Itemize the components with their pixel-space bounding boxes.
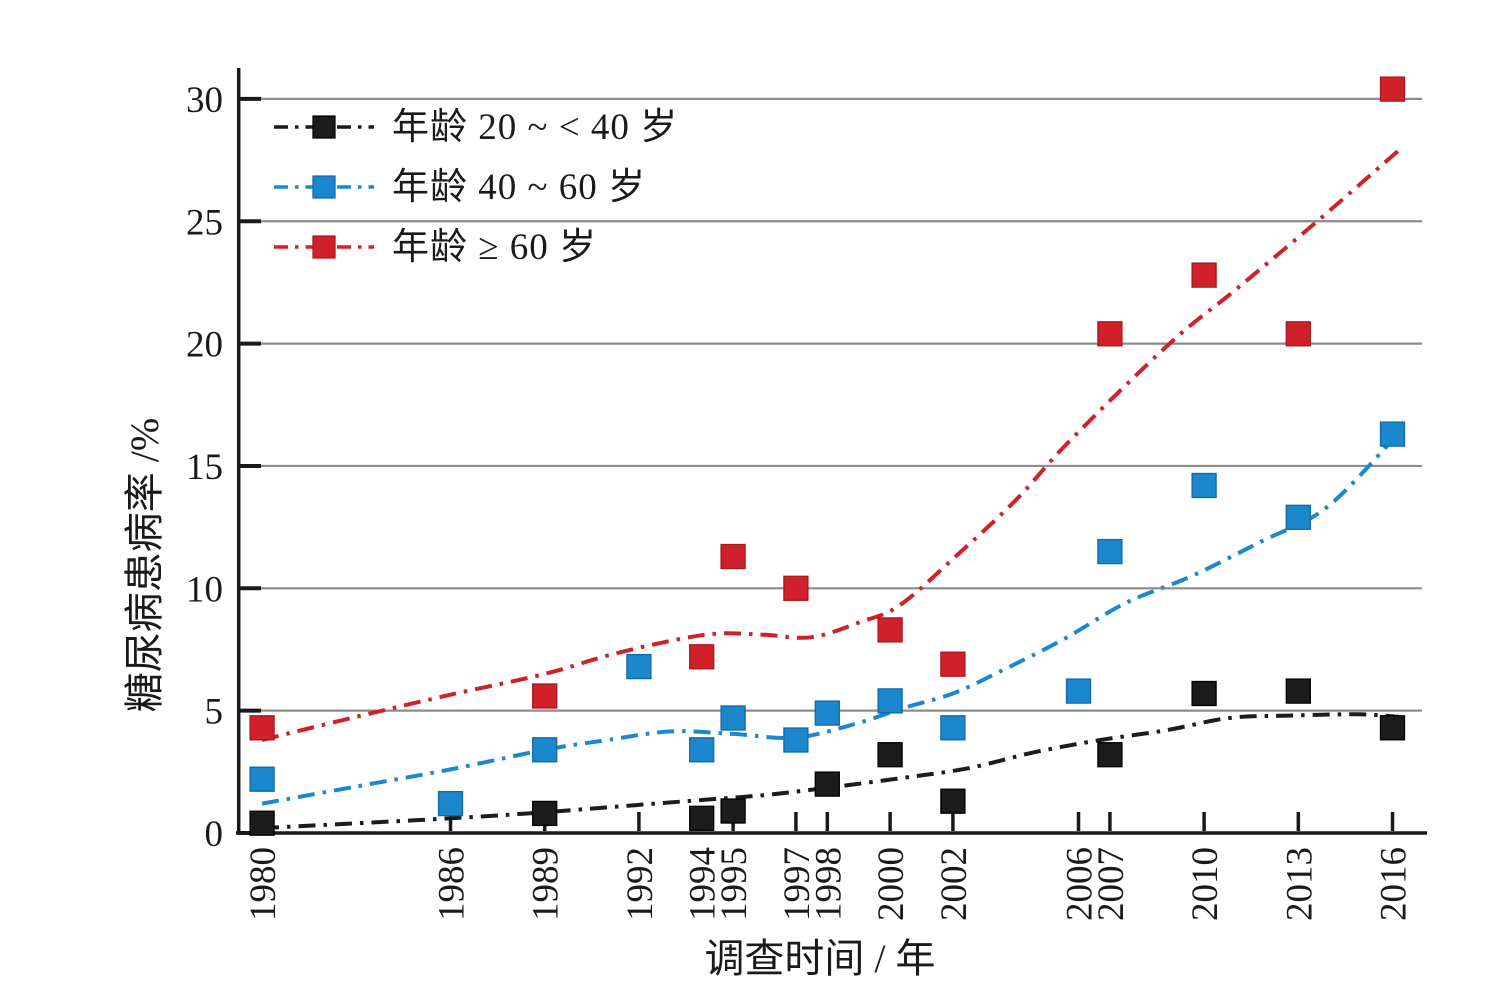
data-point-marker-series-0 [1097, 742, 1123, 768]
data-point-marker-series-0 [249, 810, 275, 836]
y-tick-label: 5 [205, 692, 224, 733]
data-point-marker-series-1 [532, 737, 558, 763]
data-point-marker-series-0 [1191, 680, 1217, 707]
y-tick-label: 30 [186, 80, 223, 121]
data-point-marker-series-1 [940, 715, 966, 741]
x-tick-label: 1980 [243, 847, 284, 921]
data-point-marker-series-1 [1379, 421, 1406, 447]
x-tick-label: 2000 [871, 847, 912, 921]
legend-swatch-red-icon [274, 235, 374, 259]
data-point-marker-series-2 [689, 644, 715, 670]
legend-marker-sample [312, 175, 336, 199]
data-point-marker-series-2 [940, 651, 966, 677]
data-point-marker-series-1 [1191, 472, 1217, 499]
x-tick-label: 1998 [808, 847, 849, 921]
legend-marker-sample [312, 235, 336, 259]
x-tick-label: 1992 [620, 847, 661, 921]
data-point-marker-series-0 [940, 788, 966, 814]
y-tick-label: 25 [186, 202, 223, 243]
x-tick-label: 1995 [714, 847, 755, 921]
x-tick-label: 1986 [432, 847, 473, 921]
data-point-marker-series-2 [877, 617, 903, 643]
x-tick-label: 2006 [1060, 847, 1101, 921]
x-tick-label: 2010 [1185, 847, 1226, 921]
data-point-marker-series-0 [689, 805, 715, 831]
x-tick-label: 2013 [1279, 847, 1320, 921]
data-point-marker-series-2 [783, 575, 809, 601]
x-tick-label: 1994 [683, 847, 724, 921]
y-tick-label: 10 [186, 569, 223, 610]
legend-swatch-blue-icon [274, 175, 374, 199]
trend-line-series-1 [261, 435, 1398, 806]
legend-item-age-60-plus: 年龄 ≥ 60 岁 [272, 217, 678, 277]
data-point-marker-series-0 [720, 798, 746, 824]
data-point-marker-series-2 [532, 683, 558, 709]
x-tick-label: 2002 [934, 847, 975, 921]
data-point-marker-series-1 [689, 737, 715, 763]
legend-item-age-40-60: 年龄 40 ~ 60 岁 [272, 157, 678, 217]
data-point-marker-series-1 [437, 790, 464, 817]
data-point-marker-series-2 [1191, 262, 1217, 288]
legend-label: 年龄 40 ~ 60 岁 [392, 166, 647, 208]
data-point-marker-series-1 [1097, 538, 1123, 565]
data-point-marker-series-0 [877, 742, 903, 768]
data-point-marker-series-2 [1097, 321, 1123, 347]
y-tick-label: 0 [205, 814, 224, 855]
x-tick-label: 1989 [526, 847, 567, 921]
data-point-marker-series-1 [249, 766, 275, 792]
y-tick-label: 20 [186, 325, 223, 366]
x-tick-label: 2007 [1091, 847, 1132, 921]
x-axis-title: 调查时间 / 年 [704, 936, 936, 981]
legend-label: 年龄 ≥ 60 岁 [392, 226, 598, 268]
trend-line-series-2 [261, 148, 1401, 742]
data-point-marker-series-1 [877, 688, 903, 714]
legend: 年龄 20 ~ < 40 岁 年龄 40 ~ 60 岁 年龄 ≥ 60 岁 [272, 97, 678, 277]
data-point-marker-series-0 [814, 771, 840, 797]
legend-label: 年龄 20 ~ < 40 岁 [392, 106, 679, 148]
y-tick-label: 15 [186, 447, 223, 488]
data-point-marker-series-2 [720, 543, 746, 570]
data-point-marker-series-2 [249, 715, 275, 741]
data-point-marker-series-1 [783, 727, 809, 753]
x-tick-label: 1997 [777, 847, 818, 921]
data-point-marker-series-1 [720, 705, 746, 731]
data-point-marker-series-0 [1379, 715, 1406, 741]
data-point-marker-series-1 [1065, 678, 1092, 704]
x-tick-label: 2016 [1374, 847, 1415, 921]
data-point-marker-series-1 [814, 700, 840, 726]
data-point-marker-series-0 [532, 800, 558, 827]
legend-marker-sample [312, 115, 336, 139]
legend-item-age-20-40: 年龄 20 ~ < 40 岁 [272, 97, 678, 157]
data-point-marker-series-0 [1285, 678, 1311, 704]
legend-swatch-black-icon [274, 115, 374, 139]
y-axis-title: 糖尿病患病率 /% [122, 417, 167, 713]
data-point-marker-series-1 [1285, 504, 1311, 530]
data-point-marker-series-2 [1379, 76, 1406, 102]
data-point-marker-series-2 [1285, 321, 1311, 347]
data-point-marker-series-1 [626, 653, 652, 680]
